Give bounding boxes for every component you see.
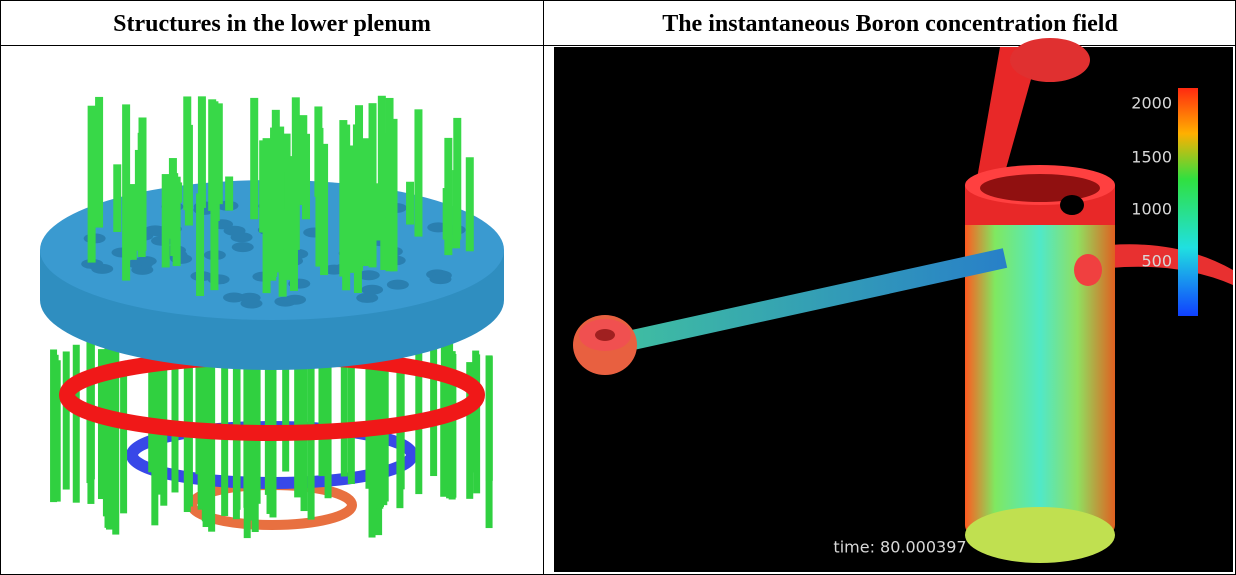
decoration [453,118,461,240]
decoration [250,98,258,219]
decoration [95,97,103,228]
decoration [290,156,298,291]
table: Structures in the lower plenum The insta… [0,0,1236,575]
colorbar-label: 1000 [1131,200,1172,219]
decoration [386,98,394,271]
decoration [341,350,348,477]
decoration [369,354,376,538]
decoration [272,110,280,273]
decoration [208,99,216,211]
decoration [122,104,130,280]
decoration [466,157,474,251]
decoration [259,140,267,232]
decoration [373,183,381,240]
decoration [320,352,327,474]
decoration [203,369,210,527]
decoration [167,176,175,239]
decoration [414,109,422,236]
decoration [73,345,80,503]
time-label: time: 80.000397 [833,538,966,557]
page: Structures in the lower plenum The insta… [0,0,1236,575]
decoration [486,356,493,480]
decoration [225,176,233,210]
colorbar-label: 1500 [1131,148,1172,167]
decoration [429,274,451,284]
decoration [198,96,206,208]
decoration [284,295,306,305]
decoration [443,188,451,240]
decoration [183,96,191,210]
header-cell: The instantaneous Boron concentration fi… [662,11,1118,37]
decoration [52,355,59,477]
decoration [113,164,121,232]
decoration [302,134,310,219]
decoration [135,256,157,266]
decoration [245,365,252,520]
decoration [387,280,409,290]
decoration [406,182,414,225]
decoration [232,242,254,252]
header-cell: Structures in the lower plenum [113,11,431,37]
colorbar-label: 500 [1141,252,1172,271]
decoration [138,133,146,257]
decoration [63,351,70,489]
decoration [361,285,383,295]
colorbar-label: 2000 [1131,94,1172,113]
decoration [240,298,262,308]
decoration [473,354,480,493]
decoration [283,170,291,255]
decoration [88,106,96,263]
plenum-image [40,96,504,538]
boron-image: 2000 1500 1000 500 time: 80.000397 [554,38,1233,572]
decoration [353,124,361,252]
decoration [339,120,347,276]
decoration [196,193,204,296]
decoration [320,144,328,275]
decoration [120,367,127,514]
